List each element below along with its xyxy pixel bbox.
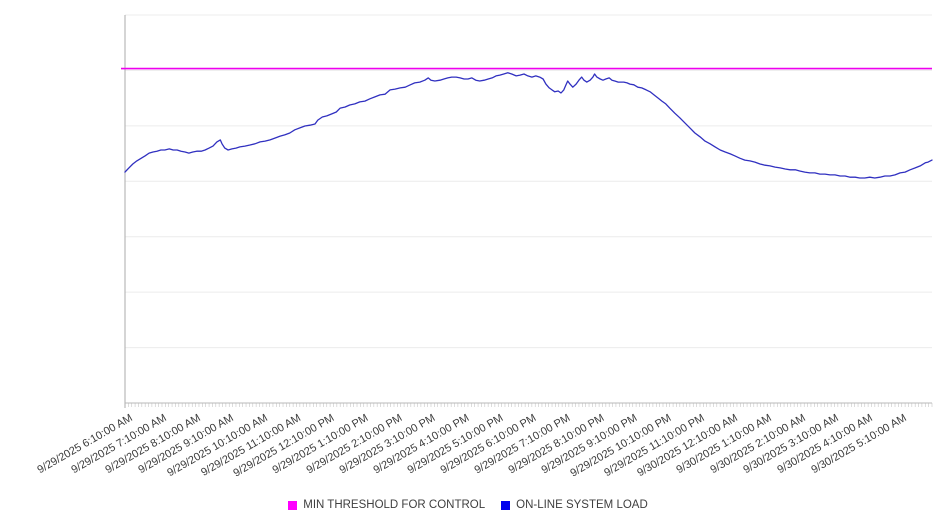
min-threshold-swatch-icon xyxy=(288,500,298,510)
plot-area xyxy=(121,14,933,408)
legend-item-min-threshold: MIN THRESHOLD FOR CONTROL xyxy=(288,499,485,511)
legend: MIN THRESHOLD FOR CONTROL ON-LINE SYSTEM… xyxy=(0,499,936,511)
legend-item-system-load: ON-LINE SYSTEM LOAD xyxy=(501,499,648,511)
legend-label-min-threshold: MIN THRESHOLD FOR CONTROL xyxy=(303,499,486,511)
system-load-swatch-icon xyxy=(501,500,511,510)
legend-label-system-load: ON-LINE SYSTEM LOAD xyxy=(516,499,648,511)
gridlines xyxy=(125,14,932,349)
x-minor-ticks xyxy=(124,403,933,407)
online-system-load-line xyxy=(124,72,933,179)
